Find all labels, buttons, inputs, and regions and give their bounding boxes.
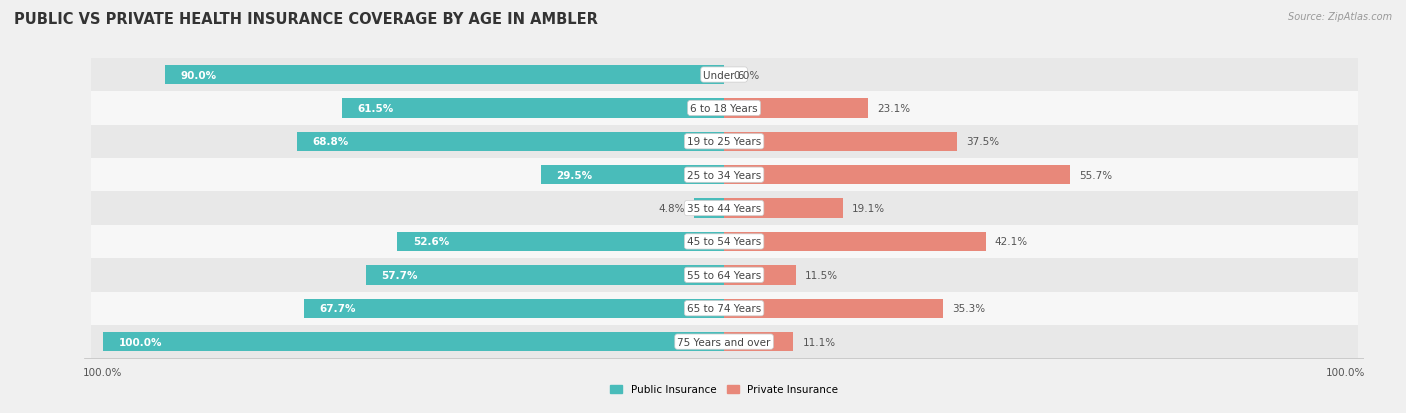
Bar (90, 92, 1358, 125)
Bar (90, 125, 1358, 159)
Bar (366, 266, 724, 285)
Text: PUBLIC VS PRIVATE HEALTH INSURANCE COVERAGE BY AGE IN AMBLER: PUBLIC VS PRIVATE HEALTH INSURANCE COVER… (14, 12, 598, 27)
Text: 0.0%: 0.0% (734, 70, 759, 80)
Bar (90, 225, 1358, 259)
Bar (90, 192, 1358, 225)
Bar (724, 99, 868, 118)
Text: 42.1%: 42.1% (995, 237, 1028, 247)
Bar (724, 332, 793, 351)
Text: 19.1%: 19.1% (852, 204, 886, 214)
Bar (724, 166, 1070, 185)
Bar (724, 299, 943, 318)
Text: 23.1%: 23.1% (877, 104, 910, 114)
Bar (304, 299, 724, 318)
Text: 11.1%: 11.1% (803, 337, 835, 347)
Legend: Public Insurance, Private Insurance: Public Insurance, Private Insurance (606, 380, 842, 399)
Text: 4.8%: 4.8% (658, 204, 685, 214)
Text: 65 to 74 Years: 65 to 74 Years (688, 304, 761, 313)
Text: 35 to 44 Years: 35 to 44 Years (688, 204, 761, 214)
Bar (103, 332, 724, 351)
Text: 55.7%: 55.7% (1080, 170, 1112, 180)
Bar (695, 199, 724, 218)
Text: Under 6: Under 6 (703, 70, 745, 80)
Bar (541, 166, 724, 185)
Text: 68.8%: 68.8% (312, 137, 349, 147)
Bar (90, 325, 1358, 358)
Bar (724, 266, 796, 285)
Text: 52.6%: 52.6% (413, 237, 449, 247)
Text: Source: ZipAtlas.com: Source: ZipAtlas.com (1288, 12, 1392, 22)
Text: 90.0%: 90.0% (180, 70, 217, 80)
Bar (90, 292, 1358, 325)
Text: 57.7%: 57.7% (381, 270, 418, 280)
Bar (724, 199, 842, 218)
Bar (342, 99, 724, 118)
Bar (724, 132, 957, 152)
Bar (90, 259, 1358, 292)
Bar (90, 59, 1358, 92)
Text: 35.3%: 35.3% (953, 304, 986, 313)
Text: 37.5%: 37.5% (966, 137, 1000, 147)
Text: 100.0%: 100.0% (118, 337, 162, 347)
Text: 25 to 34 Years: 25 to 34 Years (688, 170, 761, 180)
Text: 55 to 64 Years: 55 to 64 Years (688, 270, 761, 280)
Text: 6 to 18 Years: 6 to 18 Years (690, 104, 758, 114)
Bar (90, 159, 1358, 192)
Text: 67.7%: 67.7% (319, 304, 356, 313)
Bar (398, 232, 724, 252)
Bar (165, 66, 724, 85)
Text: 45 to 54 Years: 45 to 54 Years (688, 237, 761, 247)
Text: 19 to 25 Years: 19 to 25 Years (688, 137, 761, 147)
Text: 75 Years and over: 75 Years and over (678, 337, 770, 347)
Text: 29.5%: 29.5% (557, 170, 592, 180)
Text: 61.5%: 61.5% (357, 104, 394, 114)
Bar (297, 132, 724, 152)
Bar (724, 232, 986, 252)
Text: 11.5%: 11.5% (804, 270, 838, 280)
